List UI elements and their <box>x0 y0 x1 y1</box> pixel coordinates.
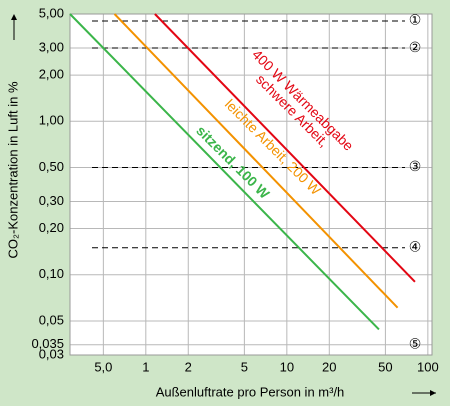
y-tick-label: 0,20 <box>39 220 64 235</box>
reference-label: ② <box>409 39 422 55</box>
x-arrow-head <box>430 390 436 396</box>
reference-label: ④ <box>409 238 422 254</box>
plot-area <box>70 14 432 355</box>
plot-frame <box>69 13 433 356</box>
y-tick-label: 0,035 <box>31 336 64 351</box>
y-axis-title: CO₂-Konzentration in Luft in % <box>5 81 20 258</box>
line <box>113 13 399 309</box>
x-tick-label: 1 <box>142 359 149 374</box>
y-tick-label: 3,00 <box>39 39 64 54</box>
x-tick-label: 2 <box>185 359 192 374</box>
y-tick-label: 5,00 <box>39 5 64 20</box>
x-tick-label: 10 <box>280 359 294 374</box>
line <box>69 13 380 331</box>
y-arrow-head <box>11 14 17 20</box>
x-tick-label: 20 <box>322 359 336 374</box>
x-tick-label: 5 <box>241 359 248 374</box>
reference-label: ⑤ <box>409 335 422 351</box>
reference-label: ③ <box>409 158 422 174</box>
x-tick-label: 5,0 <box>94 359 112 374</box>
y-tick-label: 0,03 <box>39 346 64 361</box>
y-tick-label: 0,05 <box>39 312 64 327</box>
x-tick-label: 100 <box>417 359 439 374</box>
y-tick-label: 2,00 <box>39 67 64 82</box>
y-tick-label: 0,10 <box>39 266 64 281</box>
y-tick-label: 0,50 <box>39 159 64 174</box>
line <box>154 13 416 283</box>
x-axis-title: Außenluftrate pro Person in m³/h <box>156 384 345 399</box>
y-tick-label: 1,00 <box>39 113 64 128</box>
reference-label: ① <box>409 12 422 28</box>
y-tick-label: 0,30 <box>39 193 64 208</box>
x-tick-label: 50 <box>378 359 392 374</box>
